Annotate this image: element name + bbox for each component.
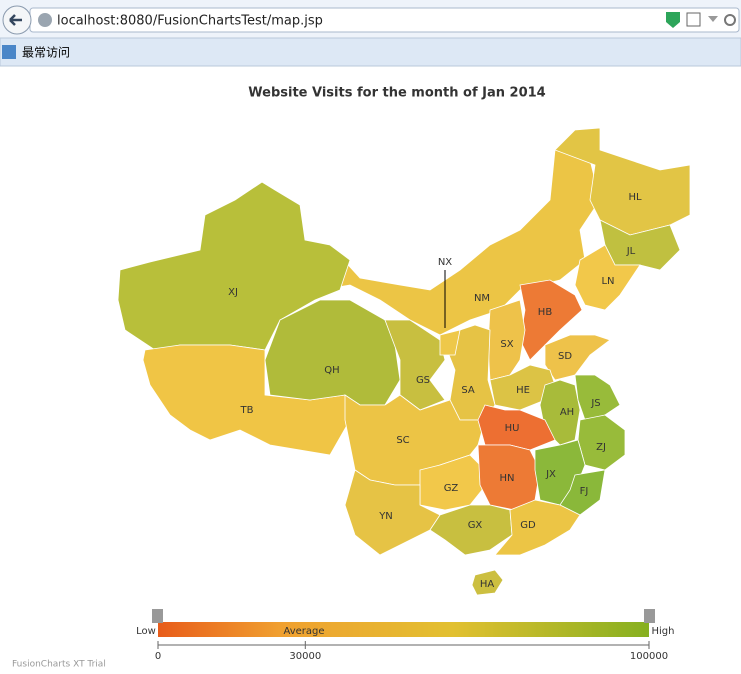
region-label: GD: [520, 520, 536, 531]
region-label: QH: [324, 365, 339, 376]
dropdown-icon[interactable]: [708, 16, 718, 22]
region-label: GS: [416, 375, 430, 386]
region-label: ZJ: [596, 442, 606, 453]
region: [344, 394, 486, 486]
region-label: HU: [505, 423, 520, 434]
region: [494, 499, 581, 556]
chart-title: Website Visits for the month of Jan 2014: [248, 86, 545, 101]
region-label: HE: [516, 385, 530, 396]
slider-handle[interactable]: [152, 609, 163, 623]
bookmark-icon: [2, 45, 16, 59]
region-label: YN: [378, 511, 393, 522]
region: [574, 374, 621, 421]
region-label: JX: [545, 469, 556, 480]
region: [471, 569, 504, 596]
region: [539, 379, 581, 446]
region-label: SX: [500, 339, 513, 350]
back-arrow: [9, 14, 22, 26]
region-label: JS: [590, 398, 600, 409]
region-label: HL: [628, 192, 642, 203]
region-label: NX: [438, 257, 452, 268]
reload-icon[interactable]: [724, 14, 736, 26]
footer: FusionCharts XT Trial: [12, 660, 106, 670]
region-label: SC: [396, 435, 409, 446]
region: [477, 404, 556, 451]
url[interactable]: localhost:8080/FusionChartsTest/map.jsp: [57, 14, 323, 29]
legend-low: Low: [136, 626, 156, 637]
region-label: GZ: [444, 483, 459, 494]
legend-tick-label: 0: [155, 651, 161, 662]
region-label: XJ: [228, 287, 238, 298]
region-label: GX: [468, 520, 483, 531]
region-label: FJ: [580, 486, 589, 497]
shield-icon[interactable]: [666, 12, 680, 28]
legend-average: Average: [283, 626, 324, 637]
legend-bar: [158, 622, 649, 637]
region: [574, 244, 641, 311]
site-icon: [38, 13, 52, 27]
region: [544, 334, 611, 381]
region-label: SD: [558, 351, 572, 362]
map: NM XJ TB QH GS HL JL LN HB SX SD HE SA NX AH JS ZJ SC HU GZ…: [117, 127, 691, 596]
region-label: JL: [626, 246, 636, 257]
region: [429, 504, 513, 556]
region-label: HB: [538, 307, 553, 318]
qr-icon[interactable]: [686, 12, 701, 27]
region-label: HA: [480, 579, 495, 590]
region-label: NM: [474, 293, 490, 304]
region: [419, 454, 483, 511]
region-label: TB: [240, 405, 254, 416]
region: [554, 127, 691, 236]
region-label: AH: [560, 407, 574, 418]
region-label: LN: [601, 276, 614, 287]
region-label: SA: [461, 385, 475, 396]
bookmark-bar: [0, 37, 741, 67]
region-label: HN: [500, 473, 515, 484]
region: [142, 344, 351, 456]
region: [439, 329, 461, 356]
legend-tick-label: 100000: [630, 651, 668, 662]
region: [384, 319, 446, 411]
legend-high: High: [652, 626, 675, 637]
legend-tick-label: 30000: [289, 651, 321, 662]
slider-handle[interactable]: [644, 609, 655, 623]
bookmark[interactable]: 最常访问: [22, 46, 70, 60]
